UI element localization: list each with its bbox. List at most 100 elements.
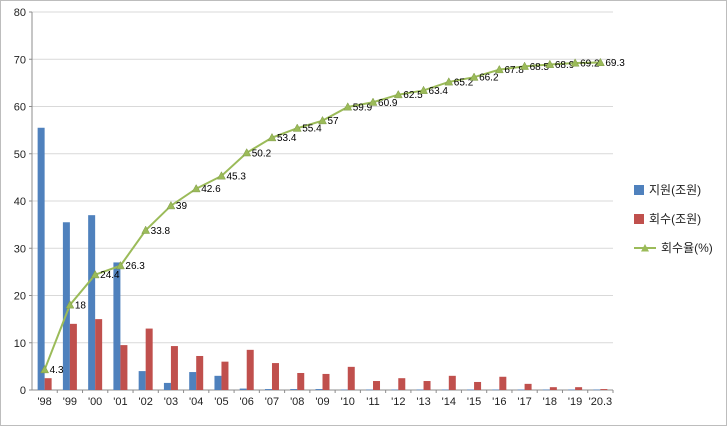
x-axis-label: '14: [442, 396, 456, 408]
bar-support: [340, 389, 348, 391]
legend-label-recovery: 회수(조원): [649, 212, 702, 226]
data-label: 45.3: [226, 171, 246, 182]
bar-recovery: [474, 381, 482, 390]
bar-recovery: [423, 381, 431, 390]
bar-recovery: [322, 373, 330, 390]
bar-support: [264, 389, 272, 390]
x-axis-label: '02: [139, 396, 153, 408]
line-marker-triangle: [469, 72, 479, 81]
line-marker-triangle: [545, 59, 555, 68]
x-axis-label: '08: [290, 396, 304, 408]
line-marker-triangle: [141, 225, 151, 234]
line-marker-triangle: [292, 123, 302, 132]
bar-recovery: [373, 381, 381, 390]
line-marker-triangle: [40, 364, 50, 374]
data-label: 50.2: [252, 148, 272, 159]
bar-support: [138, 371, 146, 390]
x-axis-label: '18: [543, 396, 557, 408]
x-axis-label: '16: [492, 396, 506, 408]
blue-square-marker: [634, 184, 644, 195]
legend-item-recovery: 회수(조원): [634, 210, 713, 227]
bar-support: [37, 127, 45, 390]
x-axis-label: '04: [189, 396, 203, 408]
green-line-triangle-marker: [634, 243, 656, 251]
line-marker-triangle: [318, 115, 327, 125]
y-axis-label: 80: [14, 7, 26, 19]
y-axis-label: 50: [14, 149, 26, 161]
y-axis-label: 30: [14, 243, 26, 255]
line-marker-triangle: [368, 97, 378, 106]
bar-recovery: [145, 328, 153, 390]
line-marker-triangle: [393, 89, 403, 99]
line-marker-triangle: [191, 183, 201, 193]
data-label: 42.6: [201, 184, 221, 195]
bar-recovery: [575, 387, 583, 390]
data-label: 63.4: [429, 86, 449, 97]
data-label: 57: [328, 116, 340, 127]
y-axis-label: 60: [14, 102, 26, 114]
x-axis-label: '20.3: [589, 396, 613, 408]
bar-recovery: [196, 355, 204, 390]
line-marker-triangle: [242, 148, 252, 157]
bar-recovery: [44, 378, 52, 390]
x-axis-label: '13: [416, 396, 430, 408]
y-axis-label: 10: [14, 338, 26, 350]
legend-label-recovery-rate: 회수율(%): [661, 241, 713, 255]
bar-recovery: [398, 378, 406, 390]
bar-support: [290, 389, 298, 390]
line-marker-triangle: [90, 269, 100, 279]
data-label: 66.2: [479, 73, 499, 84]
bar-recovery: [271, 363, 279, 390]
data-label: 67.8: [504, 65, 524, 76]
bar-support: [568, 389, 576, 391]
bar-support: [391, 389, 399, 391]
bar-support: [163, 382, 171, 390]
line-marker-triangle: [115, 261, 125, 270]
data-label: 69.2: [580, 59, 600, 70]
x-axis-label: '09: [315, 396, 329, 408]
bar-recovery: [95, 319, 103, 391]
bar-support: [593, 389, 601, 391]
bar-recovery: [170, 346, 178, 390]
line-marker-triangle: [343, 102, 353, 111]
x-axis-label: '10: [341, 396, 355, 408]
data-label: 39: [176, 201, 188, 212]
data-label: 33.8: [151, 226, 171, 237]
x-axis-label: '07: [265, 396, 279, 408]
bar-recovery: [221, 361, 229, 390]
bar-recovery: [549, 387, 557, 390]
bar-support: [441, 389, 449, 391]
bar-support: [467, 389, 475, 391]
line-marker-triangle: [65, 300, 75, 309]
data-label: 59.9: [353, 102, 373, 113]
bar-recovery: [120, 345, 128, 390]
y-axis-label: 20: [14, 291, 26, 303]
bar-recovery: [499, 376, 507, 390]
bar-recovery: [524, 383, 532, 390]
chart-legend: 지원(조원) 회수(조원) 회수율(%): [634, 181, 713, 256]
line-marker-triangle: [419, 85, 428, 94]
data-label: 69.3: [605, 58, 625, 69]
red-square-marker: [634, 213, 644, 224]
data-label: 18: [75, 300, 87, 311]
bar-support: [214, 375, 222, 390]
x-axis-label: '12: [391, 396, 405, 408]
data-label: 55.4: [302, 124, 322, 135]
bar-support: [517, 389, 525, 391]
x-axis-label: '19: [568, 396, 582, 408]
data-label: 26.3: [125, 261, 145, 272]
y-axis-label: 70: [14, 54, 26, 66]
bar-support: [492, 389, 500, 391]
data-label: 53.4: [277, 133, 297, 144]
legend-item-support: 지원(조원): [634, 181, 713, 198]
bar-support: [62, 222, 70, 390]
bar-recovery: [347, 366, 355, 390]
x-axis-label: '03: [164, 396, 178, 408]
legend-item-recovery-rate: 회수율(%): [634, 239, 713, 256]
line-marker-triangle: [444, 77, 454, 86]
bar-support: [189, 372, 197, 390]
data-label: 24.4: [100, 270, 120, 281]
line-marker-triangle: [217, 171, 226, 180]
line-marker-triangle: [520, 61, 530, 70]
